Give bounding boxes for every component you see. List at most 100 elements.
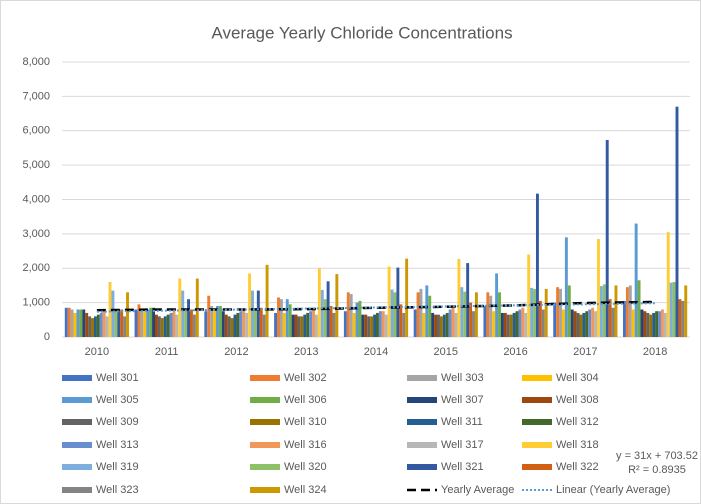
bar — [652, 312, 656, 337]
bar — [93, 316, 97, 337]
bar — [681, 300, 685, 337]
bar — [99, 312, 103, 337]
x-tick-label: 2010 — [85, 346, 109, 358]
legend-label: Linear (Yearly Average) — [556, 484, 670, 496]
bar — [524, 312, 528, 337]
bar — [297, 316, 301, 337]
bar — [486, 292, 490, 337]
bar — [169, 312, 173, 337]
legend-swatch — [62, 397, 92, 403]
bar — [160, 318, 164, 337]
bar — [605, 140, 609, 337]
bar — [309, 311, 313, 337]
y-tick-label: 4,000 — [22, 193, 50, 205]
legend-swatch — [62, 375, 92, 381]
bar — [239, 311, 243, 337]
bar — [207, 295, 211, 337]
bar — [442, 314, 446, 337]
bar — [466, 263, 470, 337]
y-tick-label: 3,000 — [22, 228, 50, 240]
legend-label: Well 301 — [96, 372, 139, 384]
bar — [370, 316, 374, 337]
bar — [123, 316, 127, 337]
y-tick-label: 8,000 — [22, 56, 50, 68]
bar — [352, 312, 356, 337]
y-tick-label: 5,000 — [22, 159, 50, 171]
bar — [355, 302, 359, 337]
bar — [451, 307, 455, 337]
bar — [384, 314, 388, 337]
bar — [594, 311, 598, 337]
bar — [634, 223, 638, 337]
bar — [503, 312, 507, 337]
x-tick-label: 2016 — [503, 346, 527, 358]
legend-label: Well 302 — [284, 372, 327, 384]
bar — [67, 307, 71, 337]
bar — [381, 311, 385, 337]
bar — [157, 316, 161, 337]
bar — [573, 311, 577, 337]
bar — [509, 314, 513, 337]
bar — [323, 299, 327, 337]
bar — [108, 282, 112, 337]
y-tick-label: 6,000 — [22, 125, 50, 137]
legend-swatch — [62, 464, 92, 470]
x-tick-label: 2017 — [573, 346, 597, 358]
bar — [114, 309, 118, 337]
bar — [204, 311, 208, 337]
bar — [317, 268, 321, 337]
bar — [533, 288, 536, 337]
bar — [73, 312, 77, 337]
bar — [300, 316, 304, 337]
bar — [643, 311, 647, 337]
bar — [483, 306, 487, 337]
legend-label: Well 320 — [284, 461, 327, 473]
bar — [335, 274, 339, 337]
legend-label: Well 317 — [441, 439, 484, 451]
x-tick-label: 2013 — [294, 346, 318, 358]
bar — [227, 316, 231, 337]
bar — [518, 309, 522, 337]
legend-label: Well 306 — [284, 394, 327, 406]
bar — [117, 311, 121, 337]
bar — [265, 264, 269, 337]
bar — [428, 295, 432, 337]
bar — [120, 309, 124, 337]
bar — [684, 285, 688, 337]
bar — [544, 288, 548, 337]
bar — [498, 292, 501, 337]
bar — [628, 285, 632, 337]
bar — [85, 312, 89, 337]
legend-swatch — [62, 487, 92, 493]
bar — [472, 311, 475, 337]
legend-label: Well 321 — [441, 461, 484, 473]
bar — [658, 311, 661, 337]
bar — [79, 309, 83, 337]
bar — [259, 307, 263, 337]
bar — [538, 300, 542, 337]
legend-swatch — [250, 487, 280, 493]
legend-label: Well 308 — [556, 394, 599, 406]
bar — [631, 309, 635, 337]
bar — [500, 312, 504, 337]
legend-swatch — [250, 397, 280, 403]
bar — [277, 297, 280, 337]
bar — [591, 307, 595, 337]
legend-label: Well 319 — [96, 461, 139, 473]
bar — [367, 316, 371, 337]
bar — [251, 290, 254, 337]
bar — [457, 258, 461, 337]
legend-label: Well 305 — [96, 394, 139, 406]
bar — [527, 254, 531, 337]
bar — [274, 312, 278, 337]
bar — [282, 312, 286, 337]
bar — [625, 287, 629, 337]
bar — [76, 309, 80, 337]
bar — [393, 292, 397, 337]
legend-swatch — [62, 419, 92, 425]
bar — [445, 312, 449, 337]
bar — [346, 292, 350, 337]
bar — [64, 307, 68, 337]
bar — [448, 309, 452, 337]
bar — [152, 307, 155, 337]
